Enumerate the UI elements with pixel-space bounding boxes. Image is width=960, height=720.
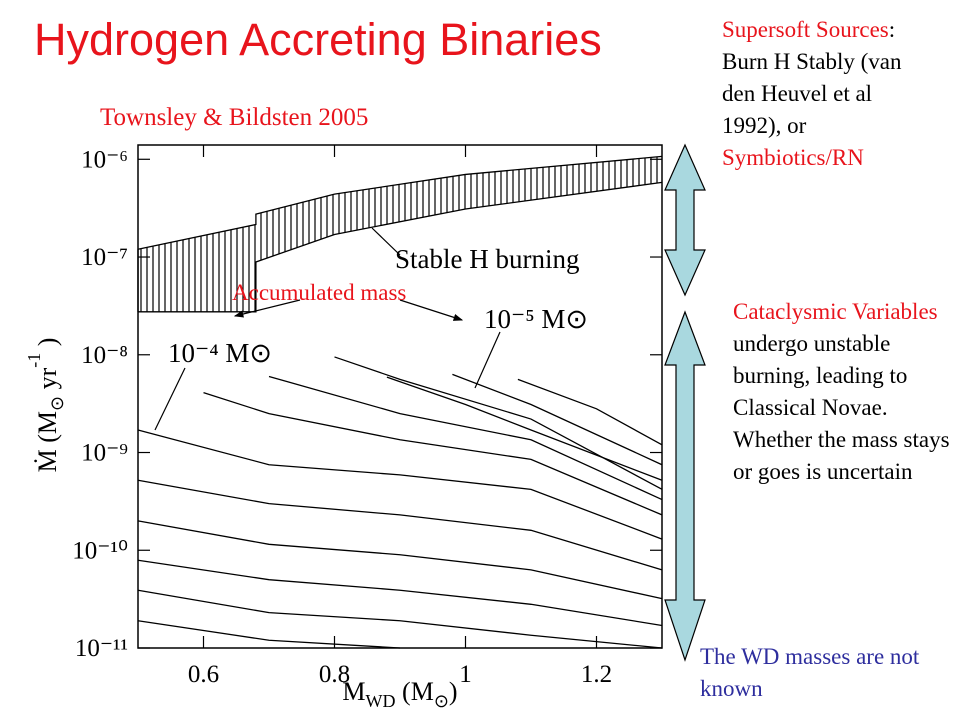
y-tick-label: 10⁻⁶ (81, 146, 128, 173)
contour-line (137, 479, 663, 571)
y-tick-label: 10⁻⁸ (81, 342, 128, 369)
pointer (371, 227, 401, 256)
pointer (154, 367, 186, 431)
y-tick-label: 10⁻⁹ (81, 440, 128, 467)
y-tick-label: 10⁻¹⁰ (72, 537, 128, 564)
y-axis-label-part: ⊙ (47, 396, 67, 411)
note: The WD masses are not known (700, 641, 958, 705)
x-axis-label-part: WD (366, 691, 396, 711)
note-text: Cataclysmic Variables (733, 299, 938, 324)
y-axis-label-part: -1 (24, 353, 44, 368)
annotation: 10⁻⁵ M⊙ (484, 304, 588, 334)
pointer (474, 331, 501, 389)
contour-line (137, 520, 663, 600)
y-axis-label-part: yr (33, 367, 62, 396)
range-arrow (664, 143, 706, 297)
band-lower-edge (138, 181, 663, 313)
contour-line (334, 356, 663, 490)
x-tick-label: 1 (459, 661, 472, 688)
x-axis-label-part: ⊙ (434, 691, 449, 711)
x-axis-label-part: M (342, 677, 365, 706)
x-tick-label: 0.6 (188, 661, 219, 688)
contour-line (137, 589, 663, 649)
note-text: Supersoft Sources (722, 17, 889, 42)
annotation: Accumulated mass (232, 280, 406, 305)
note-text: undergo unstable burning, leading to Cla… (733, 331, 950, 484)
y-axis-label-part: Ṁ (M (33, 411, 62, 472)
note: Supersoft Sources: Burn H Stably (van de… (722, 14, 922, 174)
contour-line (137, 429, 663, 540)
y-axis-label-part: ) (33, 338, 62, 353)
contour-line (203, 391, 663, 516)
x-axis-label-part: ) (449, 677, 458, 706)
contour-line (386, 376, 663, 481)
y-axis-label: Ṁ (M⊙ yr-1 ) (24, 338, 67, 473)
note-text: Symbiotics/RN (722, 145, 864, 170)
citation: Townsley & Bildsten 2005 (100, 104, 369, 131)
annotation: 10⁻⁴ M⊙ (168, 338, 272, 368)
pointer (399, 299, 464, 321)
slide-title: Hydrogen Accreting Binaries (34, 14, 602, 65)
band-upper-edge (137, 155, 663, 250)
annotation: Stable H burning (395, 244, 579, 274)
pointer (233, 299, 301, 318)
x-tick-label: 0.8 (319, 661, 350, 688)
note-text: : Burn H Stably (van den Heuvel et al 19… (722, 17, 902, 138)
x-tick-label: 1.2 (581, 661, 612, 688)
y-tick-label: 10⁻¹¹ (75, 635, 128, 662)
range-arrow (664, 310, 706, 662)
contour-line (137, 559, 663, 627)
note-text: The WD masses are not known (700, 644, 920, 701)
x-axis-label-part: (M (396, 677, 434, 706)
contour-line (137, 620, 401, 649)
contour-line (268, 375, 663, 501)
contour-line (452, 373, 663, 466)
note: Cataclysmic Variables undergo unstable b… (733, 296, 959, 488)
contour-line (517, 378, 663, 446)
y-tick-label: 10⁻⁷ (81, 244, 128, 271)
stable-burning-band (138, 156, 662, 312)
x-axis-label: MWD (M⊙) (342, 677, 457, 711)
